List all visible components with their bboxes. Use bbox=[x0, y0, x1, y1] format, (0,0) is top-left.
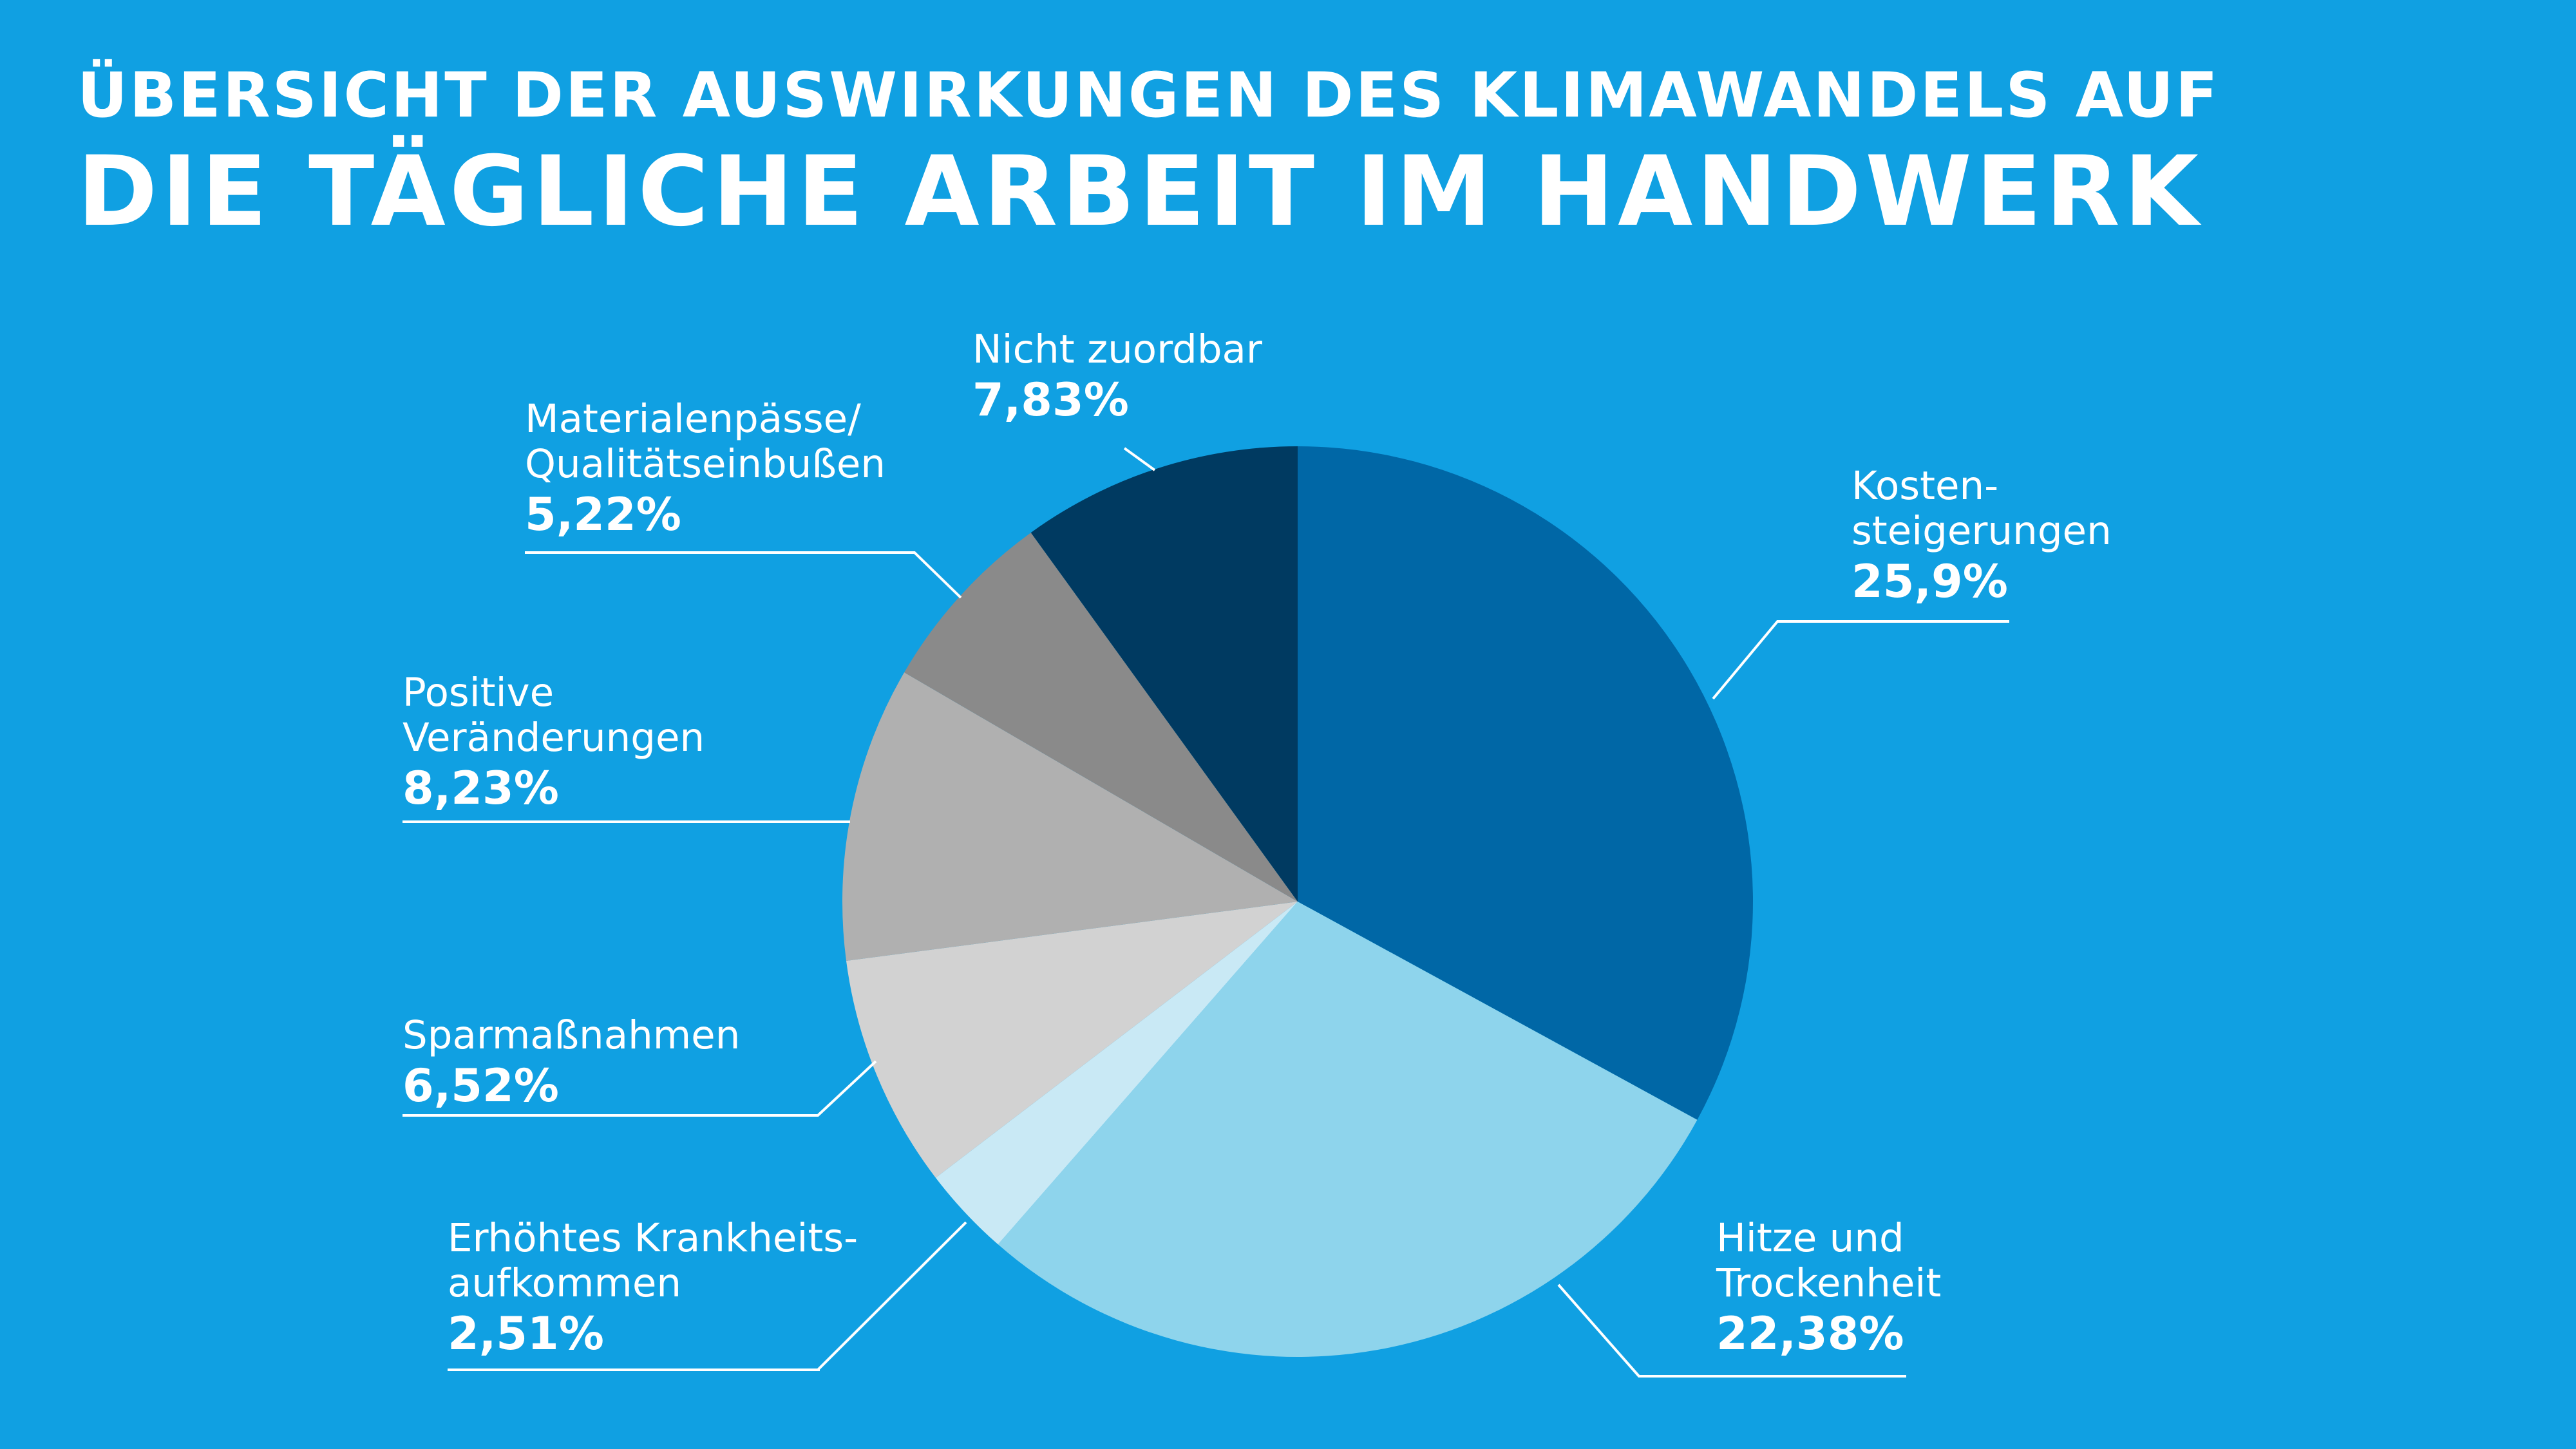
pie-slice bbox=[842, 672, 1298, 961]
slice-label-text: Veränderungen bbox=[402, 715, 705, 761]
slice-label-text: aufkommen bbox=[448, 1260, 681, 1306]
pie-slice bbox=[998, 902, 1698, 1358]
title-line-1: ÜBERSICHT DER AUSWIRKUNGEN DES KLIMAWAND… bbox=[77, 59, 2220, 131]
slice-label-text: Sparmaßnahmen bbox=[402, 1012, 740, 1058]
slice-label-text: Positive bbox=[402, 670, 554, 715]
chart-title: ÜBERSICHT DER AUSWIRKUNGEN DES KLIMAWAND… bbox=[77, 59, 2220, 248]
slice-value-label: 6,52% bbox=[402, 1059, 559, 1112]
leader-line bbox=[402, 1060, 877, 1117]
slice-value-label: 7,83% bbox=[972, 374, 1129, 426]
slice-label-text: Qualitätseinbußen bbox=[525, 441, 886, 487]
slice-label-text: Nicht zuordbar bbox=[972, 327, 1263, 372]
slice-value-label: 5,22% bbox=[525, 488, 681, 541]
pie-slice bbox=[935, 902, 1298, 1245]
title-line-2: DIE TÄGLICHE ARBEIT IM HANDWERK bbox=[77, 135, 2202, 248]
pie-slice bbox=[846, 902, 1298, 1178]
slice-value-label: 2,51% bbox=[448, 1307, 604, 1360]
slice-label-text: Hitze und bbox=[1716, 1215, 1904, 1261]
slice-value-label: 22,38% bbox=[1716, 1307, 1904, 1360]
slice-value-label: 8,23% bbox=[402, 762, 559, 815]
pie-slice bbox=[904, 533, 1298, 902]
leader-line bbox=[1712, 620, 2009, 700]
leader-line bbox=[1557, 1283, 1906, 1378]
slice-label-text: Kosten- bbox=[1852, 463, 1998, 509]
slice-label-text: Trockenheit bbox=[1716, 1260, 1941, 1306]
slice-label-text: Materialenpässe/ bbox=[525, 396, 861, 442]
leader-line bbox=[448, 1221, 967, 1371]
pie-slice bbox=[1030, 446, 1298, 902]
pie-slice bbox=[1298, 446, 1754, 1120]
leader-line bbox=[1123, 447, 1156, 471]
slice-label-text: Erhöhtes Krankheits- bbox=[448, 1215, 858, 1261]
slice-value-label: 25,9% bbox=[1852, 555, 2008, 608]
leader-line bbox=[525, 551, 962, 599]
slice-label-text: steigerungen bbox=[1852, 508, 2112, 554]
